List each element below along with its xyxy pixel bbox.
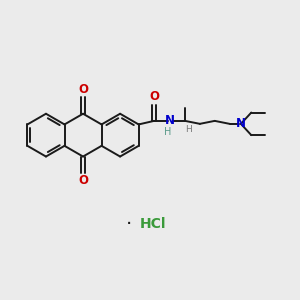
Text: H: H (185, 125, 192, 134)
Text: N: N (236, 117, 246, 130)
Text: O: O (78, 83, 88, 96)
Text: H: H (164, 127, 172, 137)
Text: ·: · (126, 215, 132, 234)
Text: N: N (164, 114, 175, 128)
Text: O: O (149, 90, 159, 103)
Text: HCl: HCl (140, 217, 166, 231)
Text: O: O (78, 174, 88, 187)
